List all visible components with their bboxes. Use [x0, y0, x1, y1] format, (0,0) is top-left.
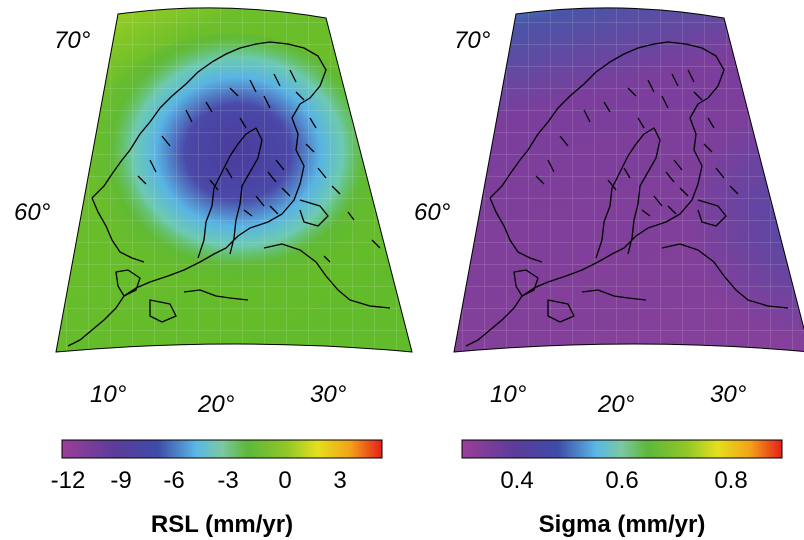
rsl-tick: -3: [217, 467, 238, 494]
rsl-tick: -9: [110, 467, 131, 494]
rsl-colorbar-title: RSL (mm/yr): [151, 511, 293, 538]
rsl-map-panel: 70° 60° 10° 20° 30° -12 -9 -6 -3 0 3 RSL…: [14, 7, 413, 538]
rsl-lon-label-20: 20°: [197, 391, 235, 418]
rsl-tick: 0: [278, 467, 291, 494]
sigma-tick: 0.6: [605, 467, 638, 494]
rsl-lon-label-10: 10°: [90, 381, 127, 408]
rsl-lat-label-70: 70°: [54, 27, 91, 54]
rsl-colorbar-ticks: -12 -9 -6 -3 0 3: [51, 467, 347, 494]
sigma-tick: 0.8: [714, 467, 747, 494]
rsl-colorbar: -12 -9 -6 -3 0 3 RSL (mm/yr): [51, 439, 383, 538]
rsl-field: [56, 7, 412, 352]
sigma-tick: 0.4: [500, 467, 533, 494]
rsl-lat-label-60: 60°: [14, 199, 51, 226]
rsl-tick: -6: [163, 467, 184, 494]
sigma-lon-label-20: 20°: [597, 391, 635, 418]
sigma-colorbar-ticks: 0.4 0.6 0.8: [500, 467, 747, 494]
sigma-map-panel: 70° 60° 10° 20° 30° 0.4 0.6 0.8 Sigma (m…: [414, 7, 804, 538]
rsl-tick: 3: [333, 467, 346, 494]
sigma-lat-label-60: 60°: [414, 199, 451, 226]
sigma-colorbar: 0.4 0.6 0.8 Sigma (mm/yr): [461, 439, 783, 538]
sigma-lon-label-30: 30°: [710, 381, 747, 408]
rsl-tick: -12: [51, 467, 86, 494]
sigma-field: [454, 7, 804, 352]
rsl-lon-label-30: 30°: [310, 381, 347, 408]
sigma-colorbar-title: Sigma (mm/yr): [539, 511, 706, 538]
sigma-lon-label-10: 10°: [490, 381, 527, 408]
rsl-coastline: [67, 41, 391, 347]
sigma-coastline: [465, 41, 789, 347]
sigma-lat-label-70: 70°: [454, 27, 491, 54]
